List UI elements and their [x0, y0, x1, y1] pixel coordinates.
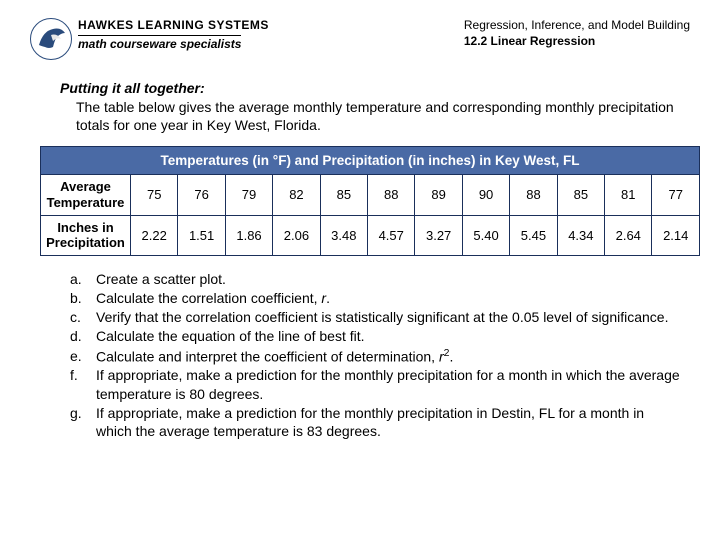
precip-cell: 5.40	[462, 215, 509, 255]
question-e: e.Calculate and interpret the coefficien…	[92, 347, 680, 366]
temp-cell: 90	[462, 175, 509, 215]
row2-header: Inches in Precipitation	[41, 215, 131, 255]
question-b: b.Calculate the correlation coefficient,…	[92, 289, 680, 307]
temp-cell: 79	[225, 175, 272, 215]
temp-cell: 77	[652, 175, 700, 215]
precip-cell: 1.86	[225, 215, 272, 255]
temp-cell: 85	[320, 175, 367, 215]
precip-cell: 4.34	[557, 215, 604, 255]
question-g: g.If appropriate, make a prediction for …	[92, 404, 680, 440]
table-title-row: Temperatures (in °F) and Precipitation (…	[41, 147, 700, 175]
precip-cell: 4.57	[368, 215, 415, 255]
temp-cell: 81	[605, 175, 652, 215]
precip-cell: 2.06	[273, 215, 320, 255]
data-table: Temperatures (in °F) and Precipitation (…	[40, 146, 700, 255]
question-c: c.Verify that the correlation coefficien…	[92, 308, 680, 326]
precip-cell: 2.64	[605, 215, 652, 255]
brand-block: HAWKES LEARNING SYSTEMS math courseware …	[78, 18, 269, 52]
questions-list: a.Create a scatter plot. b.Calculate the…	[60, 270, 680, 440]
row1-header: Average Temperature	[41, 175, 131, 215]
temp-cell: 88	[510, 175, 557, 215]
precip-cell: 3.27	[415, 215, 462, 255]
temperature-row: Average Temperature 75 76 79 82 85 88 89…	[41, 175, 700, 215]
question-d: d.Calculate the equation of the line of …	[92, 327, 680, 345]
chapter-text: 12.2 Linear Regression	[464, 34, 690, 50]
temp-cell: 82	[273, 175, 320, 215]
precip-cell: 3.48	[320, 215, 367, 255]
precip-cell: 2.14	[652, 215, 700, 255]
precip-cell: 2.22	[131, 215, 178, 255]
temp-cell: 76	[178, 175, 225, 215]
brand-line1: HAWKES LEARNING SYSTEMS	[78, 18, 269, 34]
header-left: HAWKES LEARNING SYSTEMS math courseware …	[30, 18, 269, 60]
topic-text: Regression, Inference, and Model Buildin…	[464, 18, 690, 34]
data-table-wrap: Temperatures (in °F) and Precipitation (…	[40, 146, 700, 255]
temp-cell: 75	[131, 175, 178, 215]
temp-cell: 89	[415, 175, 462, 215]
intro-paragraph: The table below gives the average monthl…	[60, 98, 680, 134]
hawk-logo-icon	[30, 18, 72, 60]
brand-line2: math courseware specialists	[78, 35, 241, 53]
temp-cell: 88	[368, 175, 415, 215]
precip-cell: 5.45	[510, 215, 557, 255]
precip-cell: 1.51	[178, 215, 225, 255]
temp-cell: 85	[557, 175, 604, 215]
question-f: f.If appropriate, make a prediction for …	[92, 366, 680, 402]
table-title: Temperatures (in °F) and Precipitation (…	[41, 147, 700, 175]
header: HAWKES LEARNING SYSTEMS math courseware …	[0, 0, 720, 68]
precipitation-row: Inches in Precipitation 2.22 1.51 1.86 2…	[41, 215, 700, 255]
subtitle: Putting it all together:	[60, 80, 680, 96]
header-right: Regression, Inference, and Model Buildin…	[464, 18, 690, 60]
content: Putting it all together: The table below…	[0, 68, 720, 440]
question-a: a.Create a scatter plot.	[92, 270, 680, 288]
